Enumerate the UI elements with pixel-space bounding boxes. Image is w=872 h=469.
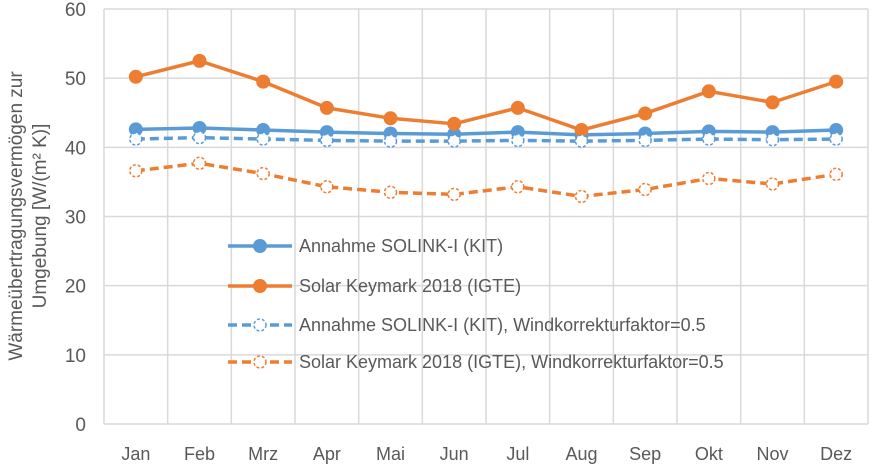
data-point xyxy=(256,74,271,89)
y-tick-label: 50 xyxy=(65,69,86,90)
data-point xyxy=(447,134,461,148)
y-axis-title-line-2: Umgebung [W/(m² K)] xyxy=(30,124,51,309)
data-point xyxy=(447,187,461,202)
data-point xyxy=(702,171,716,186)
data-point xyxy=(574,189,589,204)
x-tick-label: Mrz xyxy=(248,444,278,464)
data-point xyxy=(319,100,334,115)
data-point xyxy=(574,134,589,148)
data-point xyxy=(256,166,270,181)
data-point xyxy=(701,84,716,99)
legend-item-2: Solar Keymark 2018 (IGTE) xyxy=(228,276,521,296)
data-point xyxy=(383,134,398,148)
data-point xyxy=(829,74,844,89)
y-tick-label: 30 xyxy=(65,208,86,229)
data-point xyxy=(829,167,843,182)
series-line xyxy=(135,59,837,132)
series-4 xyxy=(129,156,843,204)
x-tick-label: Nov xyxy=(756,444,788,464)
data-point xyxy=(702,132,716,146)
x-tick-labels: Jan Feb Mrz Apr Mai Jun Jul Aug Sep Okt Nov Dez xyxy=(121,444,852,464)
series-line xyxy=(135,161,837,199)
legend-label: Annahme SOLINK-I (KIT), Windkorrekturfak… xyxy=(299,315,706,335)
data-point xyxy=(128,69,143,84)
legend-item-1: Annahme SOLINK-I (KIT) xyxy=(228,236,503,256)
data-point xyxy=(638,182,652,197)
y-tick-label: 40 xyxy=(65,138,86,159)
legend-item-4: Solar Keymark 2018 (IGTE), Windkorrektur… xyxy=(228,352,724,372)
x-tick-label: Jul xyxy=(506,444,529,464)
x-tick-label: Okt xyxy=(695,444,723,464)
series-line xyxy=(135,126,837,137)
data-point xyxy=(129,132,143,146)
data-point xyxy=(765,132,780,147)
series-3 xyxy=(129,130,843,148)
x-tick-label: Aug xyxy=(565,444,597,464)
data-point xyxy=(510,100,525,115)
series-group xyxy=(128,53,844,204)
x-tick-label: Apr xyxy=(313,444,341,464)
y-tick-label: 0 xyxy=(75,415,86,436)
x-tick-label: Jun xyxy=(440,444,469,464)
legend-label: Annahme SOLINK-I (KIT) xyxy=(299,236,503,256)
data-point xyxy=(765,177,780,191)
legend-marker xyxy=(253,239,267,253)
y-tick-label: 10 xyxy=(65,346,86,367)
x-tick-label: Jan xyxy=(121,444,150,464)
legend-item-3: Annahme SOLINK-I (KIT), Windkorrekturfak… xyxy=(228,315,706,335)
data-point xyxy=(192,53,207,68)
data-point xyxy=(256,132,270,146)
data-point xyxy=(511,180,525,194)
data-point xyxy=(383,185,398,200)
x-tick-label: Mai xyxy=(376,444,405,464)
data-point xyxy=(320,180,334,194)
data-point xyxy=(574,123,589,138)
series-line xyxy=(135,135,837,143)
legend-marker xyxy=(253,355,267,369)
legend-label: Solar Keymark 2018 (IGTE), Windkorrektur… xyxy=(299,352,724,372)
data-point xyxy=(128,122,143,137)
data-point xyxy=(192,156,207,170)
x-tick-label: Dez xyxy=(820,444,852,464)
y-tick-labels: 0 10 20 30 40 50 60 xyxy=(65,0,86,436)
legend: Annahme SOLINK-I (KIT) Solar Keymark 2018… xyxy=(228,236,724,372)
data-point xyxy=(765,95,780,110)
data-point xyxy=(447,116,462,131)
data-point xyxy=(511,133,525,148)
legend-label: Solar Keymark 2018 (IGTE) xyxy=(299,276,521,296)
data-point xyxy=(320,133,334,148)
y-tick-label: 20 xyxy=(65,277,86,298)
gridlines xyxy=(103,8,869,425)
data-point xyxy=(192,120,207,135)
y-axis-title: Wärmeübertragungsvermögen zur Umgebung [… xyxy=(6,71,51,361)
y-tick-label: 60 xyxy=(65,0,86,21)
legend-marker xyxy=(253,318,267,332)
data-point xyxy=(638,133,652,148)
y-axis-title-line-1: Wärmeübertragungsvermögen zur xyxy=(6,71,27,361)
data-point xyxy=(829,132,843,146)
x-tick-label: Feb xyxy=(184,444,215,464)
data-point xyxy=(129,164,143,178)
data-point xyxy=(192,130,207,145)
data-point xyxy=(383,111,398,126)
data-point xyxy=(638,106,653,121)
legend-marker xyxy=(253,279,267,293)
series-2 xyxy=(128,53,844,138)
x-tick-label: Sep xyxy=(629,444,661,464)
